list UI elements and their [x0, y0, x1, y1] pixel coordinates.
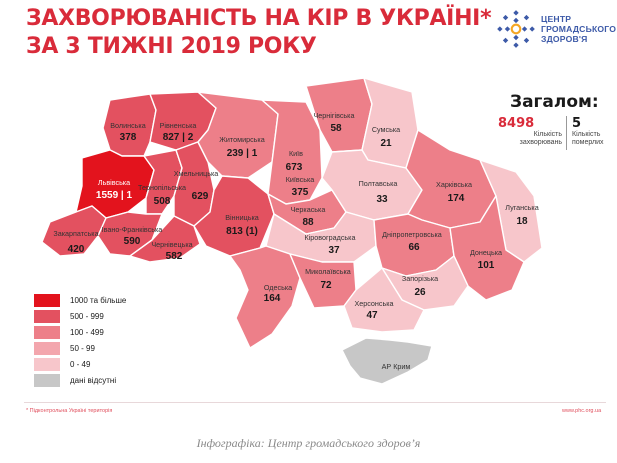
region-value-kharkiv: 174: [448, 193, 465, 204]
region-name-chernivtsi: Чернівецька: [151, 240, 192, 249]
footer-divider: [24, 402, 606, 403]
legend-item: 0 - 49: [34, 356, 126, 372]
region-value-ternopil: 508: [154, 196, 171, 207]
region-name-kherson: Херсонська: [354, 299, 393, 308]
source-url: www.phc.org.ua: [562, 408, 602, 414]
region-value-vinnytsia: 813 (1): [226, 226, 258, 237]
legend-label: 50 - 99: [70, 343, 95, 353]
region-value-zaporizhzhia: 26: [414, 287, 426, 298]
region-name-sumy: Сумська: [372, 125, 400, 134]
totals-heading: Загалом:: [510, 92, 599, 112]
infographic-card: ЗАХВОРЮВАНІСТЬ НА КІР В УКРАЇНІ* ЗА 3 ТИ…: [10, 0, 616, 425]
region-value-poltava: 33: [376, 194, 388, 205]
region-value-kyiv-obl: 375: [292, 187, 309, 198]
legend-label: дані відсутні: [70, 375, 117, 385]
region-value-volyn: 378: [120, 132, 137, 143]
region-value-dnipro: 66: [408, 242, 420, 253]
region-value-lviv: 1559 | 1: [96, 190, 133, 201]
total-deaths-label-2: померлих: [572, 139, 604, 146]
total-deaths-value: 5: [572, 116, 582, 131]
logo-text: ЦЕНТР ГРОМАДСЬКОГО ЗДОРОВ'Я: [541, 14, 616, 44]
region-name-khmelnytskyi: Хмельницька: [174, 169, 219, 178]
footnote: * Підконтрольна Україні територія: [26, 408, 113, 414]
region-name-zhytomyr: Житомирська: [219, 135, 264, 144]
total-cases-label-2: захворювань: [519, 139, 562, 146]
legend-label: 100 - 499: [70, 327, 104, 337]
legend-swatch: [34, 341, 60, 355]
phc-logo-icon: [497, 10, 535, 48]
title-line-1: ЗАХВОРЮВАНІСТЬ НА КІР В УКРАЇНІ*: [26, 6, 492, 31]
legend-label: 500 - 999: [70, 311, 104, 321]
region-value-chernivtsi: 582: [166, 251, 183, 262]
logo-line-1: ЦЕНТР: [541, 14, 572, 24]
total-deaths-label: Кількість померлих: [572, 131, 604, 147]
region-crimea: [341, 337, 433, 385]
image-caption: Інфографіка: Центр громадського здоров’я: [196, 436, 421, 450]
region-value-zakarpattia: 420: [68, 244, 85, 255]
region-value-odesa: 164: [264, 293, 281, 304]
region-value-chernihiv: 58: [330, 123, 342, 134]
region-value-rivne: 827 | 2: [163, 132, 194, 143]
region-name-donetsk: Донецька: [470, 248, 502, 257]
legend-item: 1000 та більше: [34, 292, 126, 308]
region-value-ivano-frankivsk: 590: [124, 236, 141, 247]
region-name-ivano-frankivsk: Івано-Франківська: [102, 225, 163, 234]
region-kherson: [343, 267, 425, 333]
region-value-khmelnytskyi: 629: [192, 191, 209, 202]
region-value-kyiv-city: 673: [286, 162, 303, 173]
total-deaths-label-1: Кількість: [572, 131, 601, 138]
map-legend: 1000 та більше 500 - 999 100 - 499 50 - 99 0…: [34, 292, 126, 388]
logo-line-2: ГРОМАДСЬКОГО: [541, 24, 617, 34]
region-name-chernihiv: Чернігівська: [314, 111, 355, 120]
region-name-kyiv-city: Київ: [289, 149, 303, 158]
region-value-sumy: 21: [380, 138, 392, 149]
region-value-mykolaiv: 72: [320, 280, 332, 291]
region-name-kirovohrad: Кіровоградська: [305, 233, 356, 242]
logo-line-3: ЗДОРОВ'Я: [541, 34, 588, 44]
region-name-mykolaiv: Миколаївська: [305, 267, 351, 276]
legend-swatch: [34, 293, 60, 307]
region-name-vinnytsia: Вінницька: [225, 213, 259, 222]
region-name-ternopil: Тернопільська: [138, 183, 186, 192]
legend-swatch: [34, 357, 60, 371]
region-chernivtsi: [129, 215, 201, 263]
ukraine-map: Волинська 378 Рівненська 827 | 2 Львівська 15…: [41, 77, 543, 385]
region-name-rivne: Рівненська: [160, 121, 197, 130]
legend-item: дані відсутні: [34, 372, 126, 388]
legend-swatch: [34, 309, 60, 323]
total-cases-label: Кількість захворювань: [488, 131, 562, 147]
region-value-kirovohrad: 37: [328, 245, 340, 256]
legend-item: 500 - 999: [34, 308, 126, 324]
region-value-donetsk: 101: [478, 260, 495, 271]
legend-item: 100 - 499: [34, 324, 126, 340]
region-value-kherson: 47: [366, 310, 378, 321]
total-cases-label-1: Кількість: [533, 131, 562, 138]
legend-swatch: [34, 373, 60, 387]
region-name-dnipro: Дніпропетровська: [382, 230, 442, 239]
region-name-lviv: Львівська: [98, 178, 130, 187]
region-name-zakarpattia: Закарпатська: [53, 229, 98, 238]
legend-label: 1000 та більше: [70, 295, 127, 305]
legend-swatch: [34, 325, 60, 339]
totals-divider: [566, 116, 567, 150]
total-cases-value: 8498: [498, 116, 535, 131]
region-name-kharkiv: Харківська: [436, 180, 472, 189]
region-value-cherkasy: 88: [302, 217, 314, 228]
region-lviv: [75, 149, 155, 219]
region-name-poltava: Полтавська: [359, 179, 398, 188]
region-value-zhytomyr: 239 | 1: [227, 148, 258, 159]
region-odesa: [229, 245, 301, 349]
region-name-luhansk: Луганська: [505, 203, 538, 212]
region-name-odesa: Одеська: [264, 283, 292, 292]
legend-label: 0 - 49: [70, 359, 91, 369]
region-kharkiv: [405, 129, 497, 229]
region-name-crimea: АР Крим: [382, 362, 411, 371]
legend-item: 50 - 99: [34, 340, 126, 356]
region-name-cherkasy: Черкаська: [291, 205, 326, 214]
region-name-kyiv-obl: Київська: [286, 175, 315, 184]
region-value-luhansk: 18: [516, 216, 528, 227]
region-name-zaporizhzhia: Запорізька: [402, 274, 438, 283]
region-name-volyn: Волинська: [110, 121, 145, 130]
title-line-2: ЗА 3 ТИЖНІ 2019 РОКУ: [26, 34, 317, 59]
